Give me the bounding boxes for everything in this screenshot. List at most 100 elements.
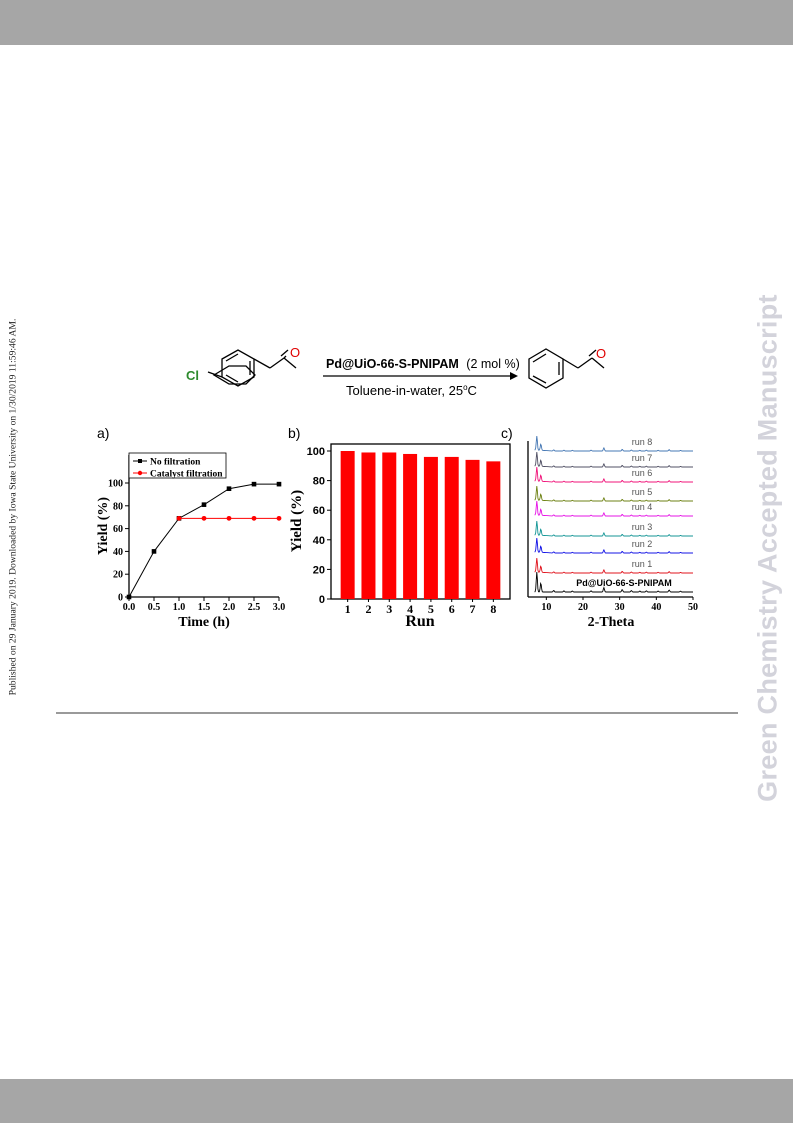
series-line — [128, 483, 279, 598]
reactant-oxygen-label: O — [290, 345, 300, 360]
y-axis-label: Yield (%) — [96, 497, 111, 556]
x-tick-label: 2.5 — [248, 602, 261, 613]
conditions-text: Toluene-in-water, 25 — [346, 383, 463, 398]
x-tick-label: 8 — [490, 602, 496, 616]
y-tick-label: 20 — [113, 570, 123, 581]
pattern-label: Pd@UiO-66-S-PNIPAM — [576, 578, 672, 588]
xrd-pattern-line — [534, 538, 693, 554]
footer-band — [0, 1079, 793, 1123]
x-tick-label: 1.5 — [198, 602, 211, 613]
xrd-pattern-line — [534, 467, 693, 483]
xrd-pattern-line — [534, 452, 693, 468]
catalyst-loading: (2 mol %) — [466, 357, 519, 371]
bar — [486, 461, 501, 599]
catalyst-label: Pd@UiO-66-S-PNIPAM (2 mol %) — [326, 357, 520, 371]
x-tick-label: 4 — [407, 602, 413, 616]
x-tick-label: 7 — [470, 602, 476, 616]
xrd-pattern-line — [534, 501, 693, 517]
legend-marker — [137, 470, 143, 476]
product-oxygen-label: O — [596, 346, 606, 361]
reactant-structure — [207, 349, 297, 387]
x-axis-label: Run — [405, 613, 434, 630]
bar — [361, 452, 376, 599]
y-tick-label: 60 — [313, 505, 325, 517]
panel-label-a: a) — [97, 425, 109, 441]
x-tick-label: 20 — [578, 602, 588, 613]
x-tick-label: 30 — [615, 602, 625, 613]
data-point — [126, 594, 132, 600]
legend-label: Catalyst filtration — [150, 470, 223, 480]
x-tick-label: 1.0 — [173, 602, 186, 613]
xrd-pattern-line — [534, 571, 693, 593]
x-tick-label: 3 — [386, 602, 392, 616]
y-tick-label: 40 — [113, 547, 123, 558]
plot-frame — [330, 443, 511, 600]
chart-c-xrd-patterns: 10 20 30 40 50 2-Theta Pd@UiO-66-S-PNIPAM run 1… — [527, 436, 698, 630]
bar — [444, 456, 459, 599]
data-point — [251, 515, 257, 521]
y-axis-label: Yield (%) — [289, 490, 305, 552]
x-tick-label: 0.5 — [148, 602, 161, 613]
bar — [403, 453, 418, 599]
legend-marker — [138, 459, 142, 463]
pattern-label: run 5 — [632, 487, 653, 497]
header-band — [0, 0, 793, 45]
bar — [423, 456, 438, 599]
x-axis-label: Time (h) — [178, 615, 230, 630]
x-tick-label: 6 — [449, 602, 455, 616]
chloro-label: Cl — [186, 368, 199, 383]
x-tick-label: 10 — [541, 602, 551, 613]
conditions-degree: o — [463, 383, 468, 392]
bar — [340, 451, 355, 599]
data-point — [201, 502, 207, 507]
pattern-label: run 2 — [632, 539, 653, 549]
xrd-pattern-line — [534, 521, 693, 537]
y-tick-label: 80 — [313, 476, 325, 488]
pattern-label: run 4 — [632, 502, 653, 512]
data-point — [201, 515, 207, 521]
data-point — [226, 515, 232, 521]
legend-label: No filtration — [150, 458, 201, 468]
pattern-label: run 7 — [632, 453, 653, 463]
y-tick-label: 0 — [319, 594, 325, 606]
x-tick-label: 40 — [651, 602, 661, 613]
xrd-pattern-line — [534, 558, 693, 574]
xrd-pattern-line — [534, 436, 693, 452]
panel-label-b: b) — [288, 425, 300, 441]
data-point — [251, 481, 257, 487]
arrow-head — [510, 372, 518, 380]
pattern-label: run 1 — [632, 559, 653, 569]
y-tick-label: 100 — [108, 479, 123, 490]
legend-box — [128, 452, 227, 479]
pattern-label: run 8 — [632, 437, 653, 447]
data-point — [276, 515, 282, 521]
conditions-unit: C — [468, 383, 477, 398]
data-point — [176, 515, 182, 521]
x-tick-label: 5 — [428, 602, 434, 616]
y-tick-label: 20 — [313, 564, 325, 576]
x-tick-label: 3.0 — [273, 602, 286, 613]
xrd-pattern-line — [534, 486, 693, 502]
y-tick-label: 0 — [118, 593, 123, 604]
x-tick-label: 1 — [345, 602, 351, 616]
data-point — [226, 486, 232, 491]
x-tick-label: 2.0 — [223, 602, 236, 613]
x-axis-label: 2-Theta — [588, 615, 635, 630]
data-point — [276, 481, 282, 487]
chart-a-yield-vs-time: 0.0 0.5 1.0 1.5 2.0 2.5 3.0 0 20 40 60 80 100 Time (h… — [96, 452, 286, 630]
bar — [382, 452, 397, 599]
y-tick-label: 60 — [113, 524, 123, 535]
y-tick-label: 80 — [113, 501, 123, 512]
y-tick-label: 40 — [313, 535, 325, 547]
chart-b-recycling-bars: 0 20 40 60 80 100 1 2 3 4 5 6 7 8 Run Yield (%) — [289, 443, 511, 630]
panel-label-c: c) — [501, 425, 513, 441]
product-structure — [528, 348, 605, 389]
reaction-scheme: Cl O Pd@UiO-66-S-PNIPAM (2 mol %) Toluen… — [186, 345, 606, 398]
x-tick-label: 0.0 — [123, 602, 136, 613]
pattern-label: run 3 — [632, 522, 653, 532]
catalyst-name: Pd@UiO-66-S-PNIPAM — [326, 357, 459, 371]
x-tick-label: 2 — [365, 602, 371, 616]
conditions-label: Toluene-in-water, 25oC — [346, 383, 477, 398]
section-divider — [56, 712, 738, 714]
